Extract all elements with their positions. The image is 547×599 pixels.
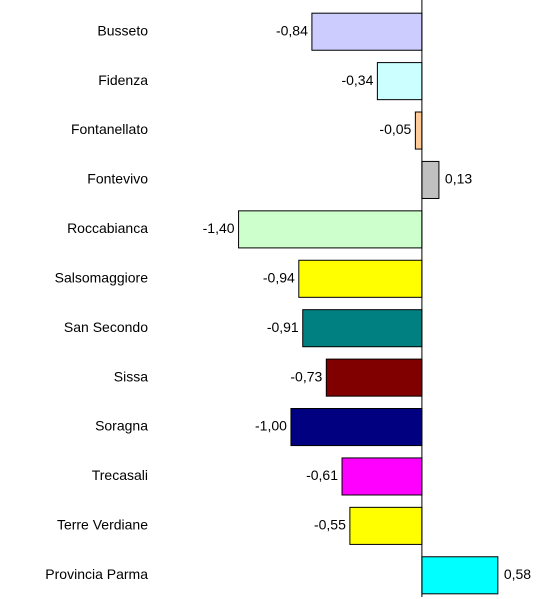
bar [376, 62, 423, 101]
category-label: Fidenza [98, 72, 148, 88]
bar [302, 309, 423, 348]
value-label: -0,05 [379, 121, 411, 137]
category-label: Soragna [95, 418, 148, 434]
category-label: Busseto [97, 22, 148, 38]
bar [325, 358, 423, 397]
value-label: -1,00 [255, 418, 287, 434]
bar [414, 111, 423, 150]
bar [238, 210, 423, 249]
value-label: -0,73 [290, 368, 322, 384]
category-label: Sissa [114, 368, 148, 384]
value-label: 0,58 [504, 566, 531, 582]
value-label: -0,61 [306, 467, 338, 483]
bar [341, 457, 423, 496]
category-label: Trecasali [92, 467, 148, 483]
bar [311, 12, 423, 51]
bar [349, 506, 423, 545]
bar [421, 160, 440, 199]
category-label: Fontanellato [71, 121, 148, 137]
category-label: Roccabianca [67, 220, 148, 236]
value-label: -0,91 [267, 319, 299, 335]
category-label: San Secondo [64, 319, 148, 335]
category-label: Fontevivo [87, 171, 148, 187]
bar [298, 259, 423, 298]
bar [421, 556, 499, 595]
value-label: -0,94 [263, 269, 295, 285]
value-label: -0,55 [314, 517, 346, 533]
value-label: -1,40 [203, 220, 235, 236]
category-label: Salsomaggiore [55, 269, 149, 285]
value-label: 0,13 [445, 171, 472, 187]
category-label: Terre Verdiane [57, 517, 148, 533]
value-label: -0,84 [276, 22, 308, 38]
category-label: Provincia Parma [45, 566, 148, 582]
value-label: -0,34 [341, 72, 373, 88]
bar [290, 408, 423, 447]
